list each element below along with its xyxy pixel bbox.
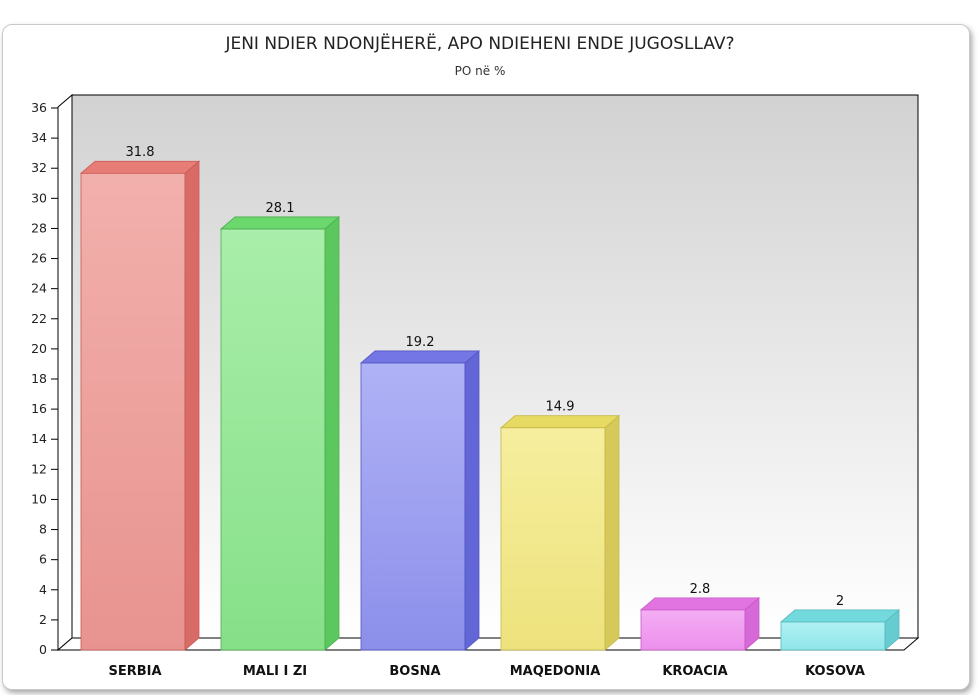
y-tick-label: 32 [31, 160, 47, 175]
bar-front [360, 362, 466, 651]
bar-top [79, 160, 201, 174]
y-tick-label: 14 [31, 431, 47, 446]
x-tick-label: SERBIA [108, 664, 161, 679]
y-tick-label: 16 [31, 401, 47, 416]
data-label: 28.1 [266, 201, 295, 216]
x-tick-label: KOSOVA [805, 664, 865, 679]
bar-front [80, 172, 186, 651]
bar-bosna: 19.2 [359, 335, 481, 651]
x-tick-label: BOSNA [389, 664, 440, 679]
y-tick-label: 8 [39, 522, 47, 537]
x-tick-label: KROACIA [662, 664, 727, 679]
y-tick-label: 0 [39, 642, 47, 657]
data-label: 19.2 [406, 335, 435, 350]
bar-side [324, 216, 340, 651]
y-tick-label: 24 [31, 281, 47, 296]
bar-side [604, 414, 620, 651]
bar-kosova: 2 [779, 594, 901, 651]
y-tick-label: 36 [31, 100, 47, 115]
bar-front [500, 427, 606, 651]
bar-mali-i-zi: 28.1 [219, 201, 341, 651]
bar-maqedonia: 14.9 [499, 400, 621, 651]
y-tick-label: 6 [39, 552, 47, 567]
bar-front [780, 621, 886, 651]
y-tick-label: 28 [31, 220, 47, 235]
data-label: 14.9 [546, 400, 575, 415]
y-tick-label: 2 [39, 612, 47, 627]
y-tick-label: 34 [31, 130, 47, 145]
y-tick-label: 4 [39, 582, 47, 597]
y-tick-label: 18 [31, 371, 47, 386]
bar-front [640, 609, 746, 651]
bar-serbia: 31.8 [79, 145, 201, 651]
data-label: 2.8 [690, 582, 711, 597]
y-tick-label: 30 [31, 190, 47, 205]
bar-kroacia: 2.8 [639, 582, 761, 651]
bar-top [639, 597, 761, 611]
y-tick-label: 26 [31, 251, 47, 266]
data-label: 2 [836, 594, 844, 609]
plot-left-wall [57, 93, 73, 652]
bar-side [464, 350, 480, 651]
bar-top [219, 216, 341, 230]
x-tick-label: MAQEDONIA [510, 664, 601, 679]
bar-side [184, 160, 200, 651]
bar-top [359, 350, 481, 364]
y-tick-label: 22 [31, 311, 47, 326]
y-tick-label: 12 [31, 461, 47, 476]
chart-subtitle: PO në % [454, 64, 506, 78]
x-tick-label: MALI I ZI [243, 664, 307, 679]
y-tick-label: 10 [31, 491, 47, 506]
y-tick-label: 20 [31, 341, 47, 356]
plot-back-wall [71, 94, 919, 639]
chart-title: JENI NDIER NDONJËHERË, APO NDIEHENI ENDE… [225, 34, 735, 54]
bar-top [779, 609, 901, 623]
bar-front [220, 228, 326, 651]
data-label: 31.8 [126, 145, 155, 160]
bar-top [499, 415, 621, 429]
